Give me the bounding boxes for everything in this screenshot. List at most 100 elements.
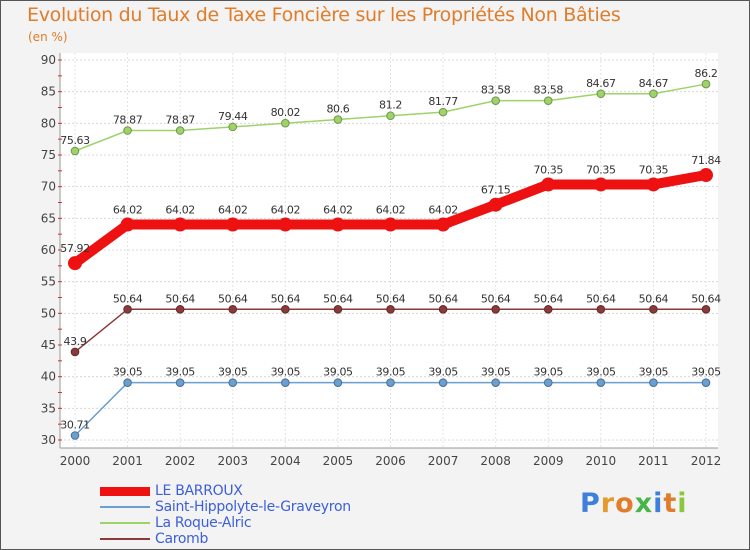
logo-letter: i <box>677 488 688 519</box>
unit-label: (en %) <box>28 30 68 44</box>
data-label: 39.05 <box>534 366 564 379</box>
data-label: 50.64 <box>428 292 458 305</box>
data-label: 79.44 <box>218 110 248 123</box>
data-point <box>543 378 553 387</box>
data-point <box>491 304 500 314</box>
data-label: 43.9 <box>64 335 87 348</box>
data-point <box>649 89 658 99</box>
data-point <box>386 304 395 314</box>
data-label: 50.64 <box>691 292 721 305</box>
data-point <box>438 304 448 314</box>
data-label: 50.64 <box>323 292 353 305</box>
data-label: 81.2 <box>379 99 402 112</box>
legend-label: Caromb <box>155 531 209 547</box>
data-point <box>278 217 293 232</box>
legend-label: LE BARROUX <box>155 483 243 499</box>
logo-letter: x <box>634 488 654 519</box>
y-tick-label: 40 <box>41 370 56 384</box>
data-label: 70.35 <box>586 163 616 176</box>
x-tick-label: 2006 <box>375 454 406 468</box>
data-point <box>70 146 80 156</box>
y-tick-label: 45 <box>41 338 56 352</box>
data-point <box>593 177 608 192</box>
data-label: 78.87 <box>165 113 195 126</box>
data-label: 50.64 <box>271 292 301 305</box>
data-point <box>228 378 238 387</box>
data-point <box>70 347 80 357</box>
data-label: 64.02 <box>271 204 301 217</box>
data-point <box>333 115 343 124</box>
data-label: 30.71 <box>60 419 90 432</box>
x-tick-label: 2007 <box>428 454 459 468</box>
data-point <box>175 304 185 314</box>
data-label: 50.64 <box>113 292 143 305</box>
x-tick-label: 2003 <box>217 454 248 468</box>
data-point <box>333 304 343 314</box>
legend-label: La Roque-Alric <box>155 515 252 531</box>
data-label: 50.64 <box>481 292 511 305</box>
data-point <box>649 304 658 314</box>
data-point <box>438 378 448 387</box>
legend-swatch <box>100 522 150 524</box>
data-point <box>386 378 395 387</box>
x-tick-label: 2009 <box>533 454 564 468</box>
data-point <box>701 79 711 89</box>
legend-label: Saint-Hippolyte-le-Graveyron <box>155 499 351 515</box>
data-label: 57.92 <box>60 242 90 255</box>
data-label: 50.64 <box>639 292 669 305</box>
data-label: 81.77 <box>428 95 458 108</box>
proxiti-logo: Proxiti <box>580 488 688 519</box>
x-tick-label: 2000 <box>60 454 91 468</box>
data-label: 39.05 <box>165 366 195 379</box>
y-tick-label: 35 <box>41 401 56 415</box>
y-tick-label: 65 <box>41 211 56 225</box>
data-point <box>436 217 451 232</box>
data-label: 50.64 <box>534 292 564 305</box>
data-point <box>596 89 606 99</box>
y-tick-label: 70 <box>41 180 56 194</box>
data-point <box>228 304 238 314</box>
data-point <box>491 378 500 387</box>
data-point <box>68 256 82 271</box>
data-point <box>123 126 132 135</box>
data-point <box>649 378 658 387</box>
data-label: 71.84 <box>691 154 721 167</box>
data-label: 70.35 <box>639 163 669 176</box>
logo-letter: i <box>653 488 664 519</box>
data-point <box>383 217 398 232</box>
x-tick-label: 2001 <box>112 454 143 468</box>
data-point <box>228 122 238 132</box>
data-point <box>543 96 553 105</box>
y-tick-label: 90 <box>41 53 56 67</box>
data-label: 39.05 <box>376 366 406 379</box>
data-label: 50.64 <box>586 292 616 305</box>
data-label: 80.02 <box>271 106 301 119</box>
x-tick-label: 2011 <box>638 454 669 468</box>
y-tick-label: 75 <box>41 148 56 162</box>
data-point <box>699 168 713 183</box>
data-label: 64.02 <box>323 204 353 217</box>
logo-letter: o <box>615 488 635 519</box>
data-label: 83.58 <box>534 84 564 97</box>
data-label: 67.15 <box>481 184 511 197</box>
y-tick-label: 80 <box>41 116 56 130</box>
y-tick-label: 50 <box>41 306 56 320</box>
data-label: 39.05 <box>323 366 353 379</box>
data-label: 84.67 <box>586 77 616 90</box>
data-point <box>596 378 606 387</box>
data-label: 70.35 <box>534 163 564 176</box>
data-label: 64.02 <box>376 204 406 217</box>
data-label: 39.05 <box>113 366 143 379</box>
data-point <box>173 217 188 232</box>
data-point <box>386 111 395 121</box>
data-label: 86.2 <box>695 67 718 80</box>
y-tick-label: 60 <box>41 243 56 257</box>
x-tick-label: 2005 <box>323 454 354 468</box>
data-label: 39.05 <box>586 366 616 379</box>
data-label: 75.63 <box>60 134 90 147</box>
y-tick-label: 30 <box>41 433 56 447</box>
data-point <box>330 217 345 232</box>
y-tick-label: 85 <box>41 85 56 99</box>
data-label: 39.05 <box>428 366 458 379</box>
x-tick-label: 2008 <box>480 454 511 468</box>
